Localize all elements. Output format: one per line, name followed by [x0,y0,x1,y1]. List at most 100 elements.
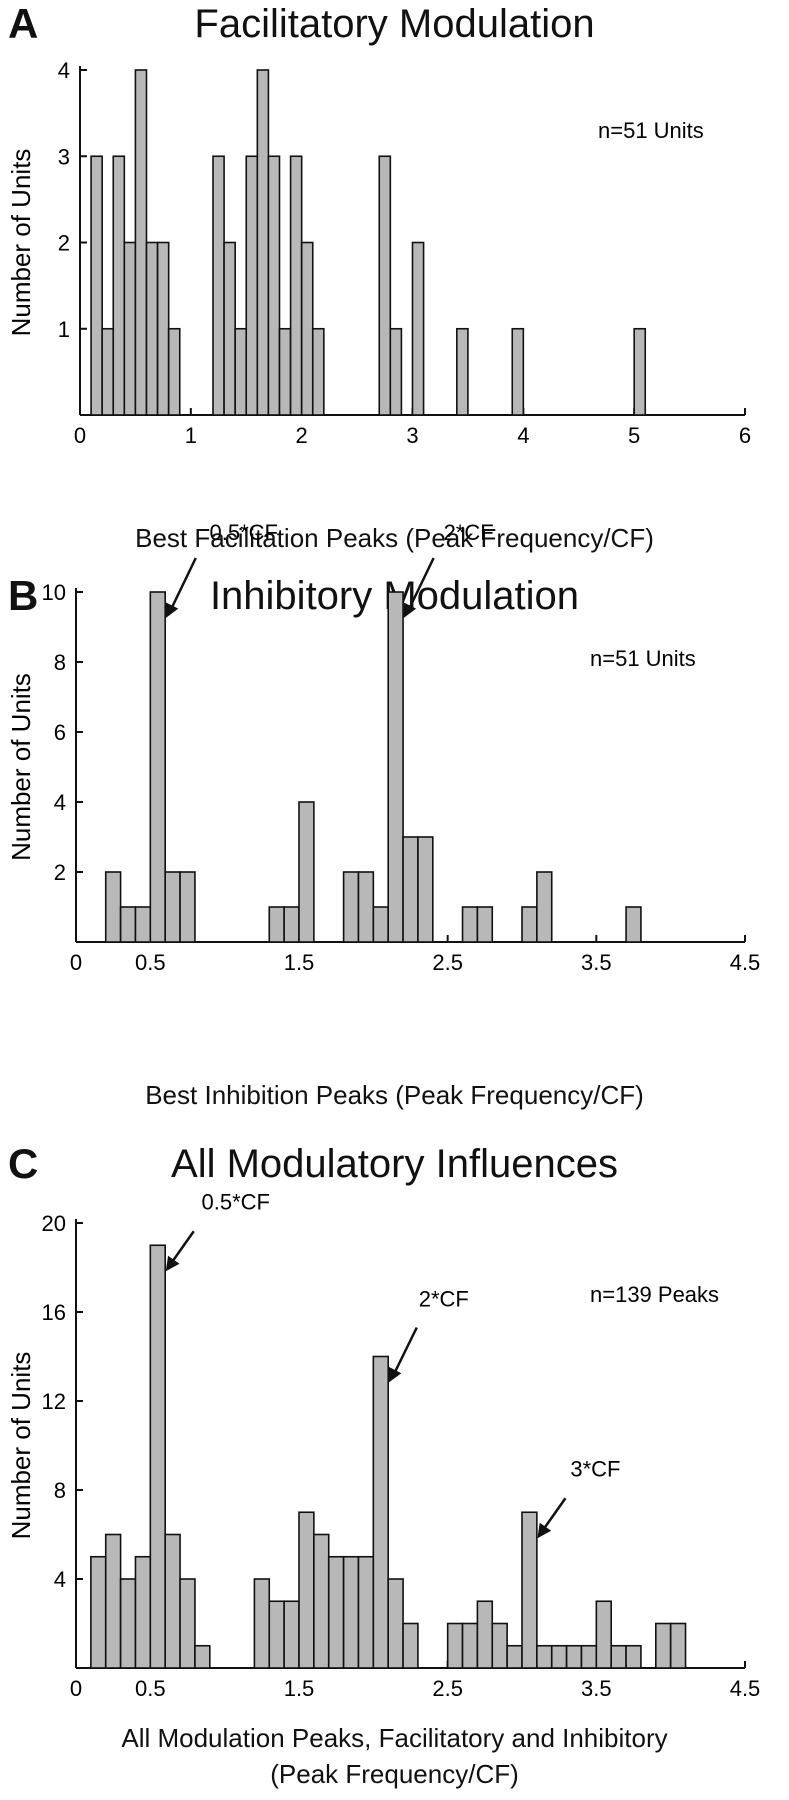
histogram-bar [123,241,137,416]
y-tick-label: 12 [42,1389,66,1414]
histogram-bar [112,155,126,416]
histogram-bar [506,1644,523,1669]
x-axis-label-c-line2: (Peak Frequency/CF) [270,1759,519,1789]
x-tick-label: 1.5 [284,1676,315,1701]
histogram-bar [267,155,281,416]
histogram-bar [456,327,469,416]
histogram-bar [298,801,315,943]
histogram-bar [357,1555,375,1669]
y-axis-label: Number of Units [6,149,36,337]
panel-c: C All Modulatory Influences 4 8 12 16 20 0 0.5… [0,1140,789,1800]
histogram-bar [342,871,360,943]
sample-size-annotation: n=51 Units [598,118,704,143]
histogram-bar [446,1622,464,1669]
histogram-bar [387,1578,404,1669]
x-tick-label: 4.5 [730,1676,761,1701]
histogram-bar [476,1600,494,1669]
annotation-arrow-label: 0.5*CF [202,1189,270,1214]
histogram-bar [134,906,152,943]
histogram-bar [402,1622,419,1669]
histogram-bar [268,1600,285,1669]
x-tick-label: 2 [296,423,308,448]
histogram-bar [278,327,292,416]
histogram-bar [104,871,122,943]
x-tick-label: 0 [70,1676,82,1701]
histogram-bar [387,591,404,943]
y-tick-label: 8 [54,650,66,675]
x-tick-label: 3.5 [581,950,612,975]
panel-letter-b: B [8,572,39,619]
annotation-arrow [406,557,435,613]
histogram-bar [298,1511,315,1669]
arrowhead-icon [388,1366,402,1383]
x-tick-label: 3 [406,423,418,448]
histogram-b: 2 4 6 8 10 0 0.5 1.5 2.5 3.5 4.5 Number of Units n=5… [6,520,761,975]
histogram-bar [669,1622,687,1669]
x-tick-label: 3.5 [581,1676,612,1701]
histogram-bar [104,1533,122,1669]
y-tick-label: 3 [58,144,70,169]
annotation-arrow [540,1497,567,1533]
arrowhead-icon [537,1522,552,1539]
annotation-arrow [168,557,197,613]
x-tick-label: 2.5 [432,950,463,975]
annotation-arrow-label: 2*CF [419,1287,469,1312]
chart-title-c: All Modulatory Influences [171,1142,618,1186]
x-axis-label-b: Best Inhibition Peaks (Peak Frequency/CF… [145,1080,644,1110]
histogram-bar [234,327,248,416]
x-axis-label-c: All Modulation Peaks, Facilitatory and I… [121,1723,668,1753]
histogram-bar [245,155,259,416]
x-axis-label-a: Best Facilitation Peaks (Peak Frequency/… [135,523,654,553]
x-tick-label: 0 [70,950,82,975]
histogram-bar [476,906,494,943]
y-tick-label: 4 [54,1567,66,1592]
histogram-bar [595,1600,612,1669]
x-tick-label: 0.5 [135,950,166,975]
histogram-bar [300,241,314,416]
annotation-arrow [168,1230,195,1266]
histogram-bar [223,241,236,416]
histogram-c: 4 8 12 16 20 0 0.5 1.5 2.5 3.5 4.5 Number of Units n… [6,1189,761,1701]
histogram-bar [90,1555,107,1669]
histogram-bar [119,1578,137,1669]
histogram-bar [283,906,300,943]
histogram-bar [461,906,479,943]
y-tick-label: 20 [42,1211,66,1236]
histogram-bar [164,871,181,943]
y-tick-label: 4 [54,790,66,815]
x-tick-label: 1.5 [284,950,315,975]
histogram-bar [633,327,647,416]
x-tick-label: 4 [517,423,529,448]
x-tick-label: 5 [628,423,640,448]
histogram-bar [402,836,419,943]
histogram-bar [156,241,170,416]
y-tick-label: 2 [58,231,70,256]
histogram-bar [625,1644,642,1669]
y-tick-label: 6 [54,720,66,745]
histogram-bar [256,69,270,416]
x-tick-label: 2.5 [432,1676,463,1701]
histogram-bar [536,1644,553,1669]
panel-a: A Facilitatory Modulation 1 2 3 4 0 1 2 3 4 5 6 Num… [0,0,789,560]
histogram-bar [289,155,303,416]
histogram-bar [313,1533,330,1669]
histogram-bar [179,1578,196,1669]
y-tick-label: 2 [54,860,66,885]
histogram-bar [654,1622,672,1669]
histogram-bar [565,1644,583,1669]
y-axis-label: Number of Units [6,1352,36,1540]
histogram-bar [491,1622,508,1669]
y-tick-label: 16 [42,1300,66,1325]
annotation-arrow [391,1326,418,1378]
chart-title-a: Facilitatory Modulation [194,2,595,46]
histogram-bar [521,906,538,943]
histogram-bar [372,1355,390,1669]
histogram-bar [194,1644,211,1669]
x-tick-label: 0.5 [135,1676,166,1701]
histogram-bar [167,327,181,416]
x-tick-label: 4.5 [730,950,761,975]
y-tick-label: 8 [54,1478,66,1503]
histogram-bar [145,241,159,416]
histogram-bar [511,327,525,416]
histogram-bar [550,1644,568,1669]
